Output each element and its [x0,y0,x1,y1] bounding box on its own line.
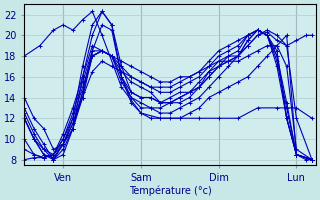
X-axis label: Température (°c): Température (°c) [129,185,212,196]
